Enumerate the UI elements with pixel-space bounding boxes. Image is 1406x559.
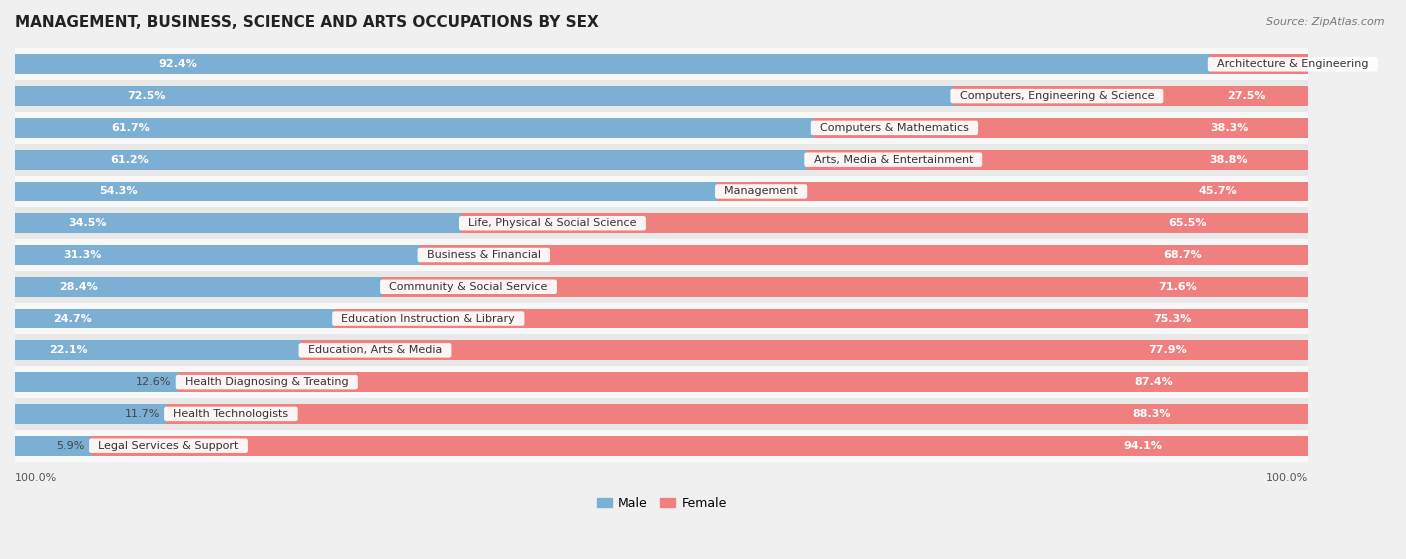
Bar [15,302,1309,334]
Bar [15,182,717,201]
Text: Education, Arts & Media: Education, Arts & Media [301,345,449,356]
Bar [15,86,953,106]
Bar [953,86,1309,106]
Text: Management: Management [717,187,806,196]
Text: 100.0%: 100.0% [15,473,58,483]
Text: 75.3%: 75.3% [1153,314,1191,324]
Bar [15,366,1309,398]
Text: Life, Physical & Social Science: Life, Physical & Social Science [461,218,644,228]
Text: 100.0%: 100.0% [1265,473,1309,483]
Bar [15,239,1309,271]
Text: Business & Financial: Business & Financial [420,250,548,260]
Bar [301,340,1309,360]
Text: 68.7%: 68.7% [1163,250,1202,260]
Text: 77.9%: 77.9% [1149,345,1188,356]
Bar [15,372,179,392]
Bar [15,118,813,138]
Text: Architecture & Engineering: Architecture & Engineering [1211,59,1375,69]
Text: Source: ZipAtlas.com: Source: ZipAtlas.com [1267,17,1385,27]
Text: 38.8%: 38.8% [1209,155,1249,165]
Legend: Male, Female: Male, Female [592,492,731,515]
Bar [15,334,1309,366]
Text: 88.3%: 88.3% [1133,409,1171,419]
Bar [91,436,1309,456]
Text: 7.6%: 7.6% [1315,59,1343,69]
Bar [15,277,382,297]
Text: Computers & Mathematics: Computers & Mathematics [813,123,976,133]
Bar [15,144,1309,176]
Text: 24.7%: 24.7% [53,314,91,324]
Text: 61.2%: 61.2% [110,155,149,165]
Bar [335,309,1309,329]
Text: 11.7%: 11.7% [125,409,160,419]
Text: 94.1%: 94.1% [1123,440,1163,451]
Bar [15,54,1211,74]
Text: 22.1%: 22.1% [49,345,89,356]
Bar [15,340,301,360]
Bar [15,150,807,169]
Text: 45.7%: 45.7% [1199,187,1237,196]
Text: 61.7%: 61.7% [111,123,149,133]
Text: 5.9%: 5.9% [56,440,84,451]
Bar [15,214,461,233]
Text: 31.3%: 31.3% [63,250,103,260]
Text: 92.4%: 92.4% [159,59,197,69]
Text: 12.6%: 12.6% [136,377,172,387]
Bar [15,112,1309,144]
Bar [15,49,1309,80]
Text: Education Instruction & Library: Education Instruction & Library [335,314,522,324]
Text: 54.3%: 54.3% [100,187,138,196]
Text: Arts, Media & Entertainment: Arts, Media & Entertainment [807,155,980,165]
Text: Health Diagnosing & Treating: Health Diagnosing & Treating [179,377,356,387]
Bar [15,207,1309,239]
Bar [15,245,420,265]
Bar [813,118,1309,138]
Bar [15,436,91,456]
Text: 38.3%: 38.3% [1211,123,1249,133]
Text: 71.6%: 71.6% [1159,282,1197,292]
Text: 28.4%: 28.4% [59,282,98,292]
Text: Health Technologists: Health Technologists [166,409,295,419]
Text: 65.5%: 65.5% [1168,218,1206,228]
Text: 72.5%: 72.5% [128,91,166,101]
Bar [717,182,1309,201]
Text: Legal Services & Support: Legal Services & Support [91,440,246,451]
Bar [807,150,1309,169]
Bar [1211,54,1309,74]
Text: MANAGEMENT, BUSINESS, SCIENCE AND ARTS OCCUPATIONS BY SEX: MANAGEMENT, BUSINESS, SCIENCE AND ARTS O… [15,15,599,30]
Text: 34.5%: 34.5% [69,218,107,228]
Bar [15,309,335,329]
Bar [166,404,1309,424]
Bar [420,245,1309,265]
Text: Community & Social Service: Community & Social Service [382,282,555,292]
Bar [382,277,1309,297]
Text: Computers, Engineering & Science: Computers, Engineering & Science [953,91,1161,101]
Bar [15,430,1309,462]
Bar [179,372,1309,392]
Bar [461,214,1309,233]
Text: 27.5%: 27.5% [1227,91,1265,101]
Bar [15,398,1309,430]
Bar [15,404,166,424]
Bar [15,80,1309,112]
Text: 87.4%: 87.4% [1133,377,1173,387]
Bar [15,176,1309,207]
Bar [15,271,1309,302]
